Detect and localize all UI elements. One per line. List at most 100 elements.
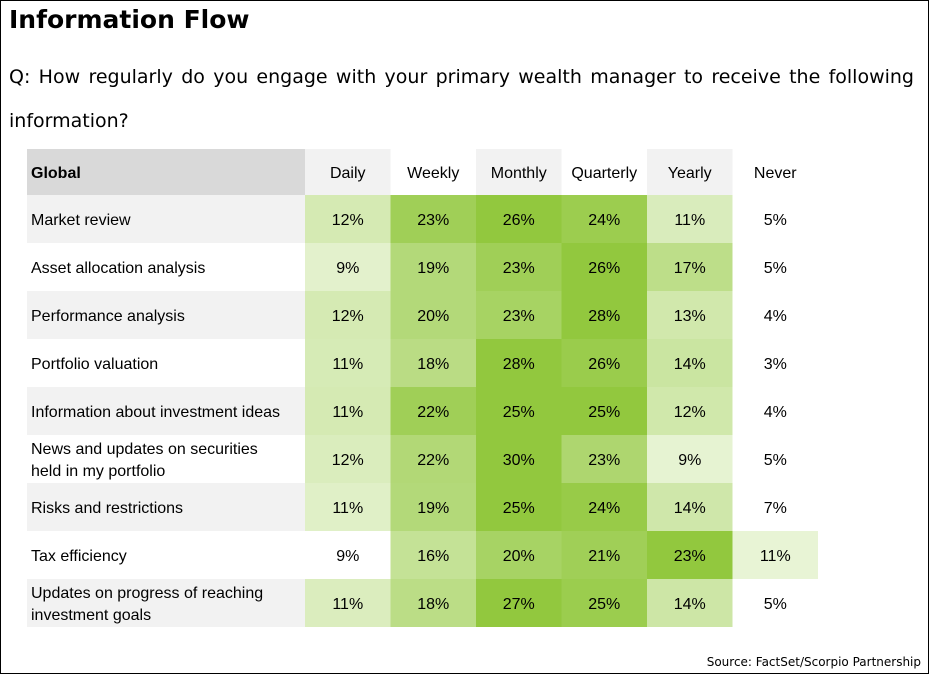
row-label-line: investment goals: [31, 607, 151, 624]
row-label: Performance analysis: [31, 308, 185, 325]
heatmap-cell: [305, 387, 391, 435]
cell-value: 11%: [760, 548, 791, 565]
heatmap-cell: [561, 531, 647, 579]
cell-value: 9%: [678, 452, 701, 469]
cell-value: 13%: [674, 308, 706, 325]
heatmap-cell: [732, 387, 818, 435]
cell-value: 18%: [417, 356, 449, 373]
cell-value: 26%: [588, 356, 620, 373]
cell-value: 23%: [674, 548, 706, 565]
heatmap-cell: [561, 435, 647, 483]
heatmap-cell: [305, 195, 391, 243]
cell-value: 19%: [417, 500, 449, 517]
heatmap-cell: [732, 291, 818, 339]
heatmap-cell: [732, 243, 818, 291]
cell-value: 5%: [764, 452, 787, 469]
heatmap-table: Global Daily Weekly Monthly Quarterly Yearly N…: [27, 149, 818, 627]
cell-value: 5%: [764, 260, 787, 277]
heatmap-cell: [476, 195, 562, 243]
heatmap-cell: [476, 339, 562, 387]
heatmap-cell: [647, 387, 733, 435]
cell-value: 23%: [503, 260, 535, 277]
heatmap-cell: [390, 531, 476, 579]
cell-value: 24%: [588, 500, 620, 517]
column-header-cell: [476, 149, 562, 195]
column-header-daily: Daily: [330, 165, 366, 182]
heatmap-cell: [647, 291, 733, 339]
cell-value: 4%: [764, 308, 787, 325]
cell-value: 30%: [503, 452, 535, 469]
row-label-cell: [27, 195, 305, 243]
cell-value: 25%: [503, 500, 535, 517]
heatmap-cell: [305, 483, 391, 531]
heatmap-cell: [476, 435, 562, 483]
row-label-line: News and updates on securities: [31, 441, 258, 458]
cell-value: 26%: [503, 212, 535, 229]
survey-question: Q: How regularly do you engage with your…: [9, 66, 914, 132]
cell-value: 12%: [332, 452, 364, 469]
heatmap-cell: [305, 579, 391, 627]
row-label: News and updates on securities held in my…: [31, 441, 258, 480]
header-corner-label: Global: [31, 165, 81, 182]
heatmap-cell: [647, 483, 733, 531]
row-label: Updates on progress of reaching investmen…: [31, 585, 263, 624]
cell-value: 12%: [332, 212, 364, 229]
cell-value: 5%: [764, 596, 787, 613]
cell-value: 28%: [503, 356, 535, 373]
cell-value: 9%: [336, 260, 359, 277]
column-header-quarterly: Quarterly: [571, 165, 637, 182]
cell-value: 12%: [674, 404, 706, 421]
heatmap-cell: [561, 579, 647, 627]
heatmap-cell: [390, 243, 476, 291]
cell-value: 18%: [417, 596, 449, 613]
column-header-weekly: Weekly: [407, 165, 459, 182]
heatmap-cell: [647, 579, 733, 627]
cell-value: 24%: [588, 212, 620, 229]
heatmap-cell: [732, 435, 818, 483]
cell-value: 19%: [417, 260, 449, 277]
row-label-cell: [27, 291, 305, 339]
heatmap-cell: [305, 243, 391, 291]
heatmap-cell: [476, 291, 562, 339]
heatmap-cell: [647, 243, 733, 291]
heatmap-cell: [305, 339, 391, 387]
page-title: Information Flow: [9, 5, 250, 34]
heatmap-cell: [732, 483, 818, 531]
heatmap-cell: [561, 195, 647, 243]
row-label-cell: [27, 483, 305, 531]
heatmap-cell: [732, 531, 818, 579]
cell-value: 28%: [588, 308, 620, 325]
cell-value: 14%: [674, 500, 706, 517]
cell-value: 16%: [417, 548, 449, 565]
header-corner-cell: [27, 149, 305, 195]
heatmap-cell: [476, 531, 562, 579]
cell-value: 17%: [674, 260, 706, 277]
heatmap-cell: [732, 579, 818, 627]
cell-value: 20%: [503, 548, 535, 565]
cell-value: 22%: [417, 452, 449, 469]
cell-value: 3%: [764, 356, 787, 373]
column-header-cell: [647, 149, 733, 195]
cell-value: 23%: [588, 452, 620, 469]
cell-value: 11%: [332, 500, 363, 517]
heatmap-cell: [561, 339, 647, 387]
cell-value: 9%: [336, 548, 359, 565]
row-label-cell: [27, 387, 305, 435]
cell-value: 14%: [674, 596, 706, 613]
row-label: Asset allocation analysis: [31, 260, 205, 277]
cell-value: 23%: [417, 212, 449, 229]
cell-value: 7%: [764, 500, 787, 517]
heatmap-cell: [647, 435, 733, 483]
heatmap-cell: [647, 339, 733, 387]
cell-value: 14%: [674, 356, 706, 373]
heatmap-cell: [561, 291, 647, 339]
heatmap-cell: [732, 339, 818, 387]
cell-value: 4%: [764, 404, 787, 421]
cell-value: 12%: [332, 308, 364, 325]
row-label-cell: [27, 579, 305, 627]
heatmap-cell: [305, 291, 391, 339]
heatmap-cell: [390, 579, 476, 627]
cell-value: 26%: [588, 260, 620, 277]
cell-value: 20%: [417, 308, 449, 325]
